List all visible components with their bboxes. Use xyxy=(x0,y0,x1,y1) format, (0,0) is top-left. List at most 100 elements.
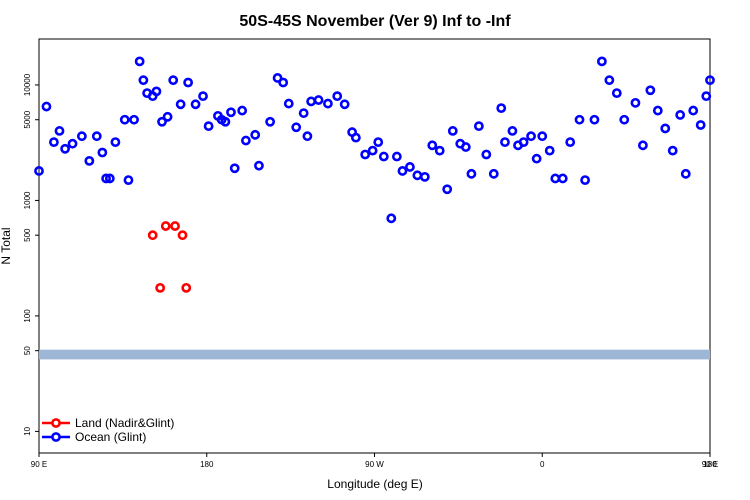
data-point xyxy=(34,166,44,176)
legend-label: Ocean (Glint) xyxy=(75,430,146,444)
data-point xyxy=(151,86,162,97)
data-point xyxy=(291,122,302,133)
data-point xyxy=(378,151,389,162)
data-point xyxy=(49,137,59,147)
x-tick-label: 90 E xyxy=(31,460,47,469)
data-point xyxy=(76,131,87,142)
data-point xyxy=(97,147,108,158)
data-point xyxy=(419,171,430,182)
data-point xyxy=(574,114,585,125)
data-point xyxy=(302,131,313,142)
data-point xyxy=(496,103,507,114)
data-point xyxy=(160,221,171,231)
data-point xyxy=(412,170,423,181)
data-point xyxy=(278,77,289,88)
data-point xyxy=(630,97,641,108)
data-point xyxy=(198,91,208,102)
y-tick-label: 500 xyxy=(23,228,32,242)
data-point xyxy=(41,101,52,112)
data-point xyxy=(229,163,240,174)
plot-frame xyxy=(38,38,711,454)
data-point xyxy=(434,145,445,156)
data-point xyxy=(604,75,615,86)
data-point xyxy=(695,120,706,130)
data-point xyxy=(104,173,115,184)
data-point xyxy=(170,221,180,231)
data-point xyxy=(220,116,231,127)
data-point xyxy=(518,137,529,147)
data-point xyxy=(203,121,214,132)
data-point xyxy=(84,155,95,166)
y-axis: 10 50 100 500 1000 5000 10000 xyxy=(23,73,39,436)
data-point xyxy=(667,145,678,156)
series-land-nadir-glint xyxy=(147,221,192,293)
data-point xyxy=(190,99,201,110)
data-point xyxy=(466,168,477,179)
x-axis-label: Longitude (deg E) xyxy=(327,477,422,491)
data-point xyxy=(391,151,402,162)
data-point xyxy=(162,111,173,122)
chart-title: 50S-45S November (Ver 9) Inf to -Inf xyxy=(239,13,511,30)
data-point xyxy=(67,138,78,149)
y-tick-label: 1000 xyxy=(23,191,32,209)
legend: Land (Nadir&Glint)Ocean (Glint) xyxy=(42,416,174,444)
data-point xyxy=(500,137,510,147)
data-point xyxy=(226,107,236,118)
data-point xyxy=(537,131,548,142)
data-point xyxy=(183,77,194,88)
data-point xyxy=(442,184,453,195)
data-point xyxy=(447,126,458,136)
data-point xyxy=(272,73,283,83)
data-point xyxy=(367,145,378,156)
data-point xyxy=(91,131,102,142)
data-point xyxy=(405,162,415,172)
data-point xyxy=(589,114,600,125)
legend-label: Land (Nadir&Glint) xyxy=(75,416,174,430)
data-point xyxy=(332,91,343,102)
data-point xyxy=(155,282,166,293)
y-axis-label: N Total xyxy=(0,227,13,264)
x-tick-label: 90 E xyxy=(702,460,718,469)
data-point xyxy=(175,99,186,110)
y-tick-label: 10000 xyxy=(23,73,32,96)
data-point xyxy=(619,114,630,125)
data-points xyxy=(34,56,715,293)
data-point xyxy=(129,114,139,125)
data-point xyxy=(645,85,656,96)
y-tick-label: 50 xyxy=(23,346,32,355)
data-point xyxy=(60,143,70,154)
data-point xyxy=(177,230,188,241)
data-point xyxy=(688,105,699,116)
legend-marker xyxy=(51,432,61,442)
data-point xyxy=(526,131,536,142)
data-point xyxy=(705,75,715,86)
data-point xyxy=(550,173,561,184)
data-point xyxy=(473,121,484,132)
data-point xyxy=(283,98,294,109)
data-point xyxy=(110,137,121,147)
data-point xyxy=(507,126,518,136)
data-point xyxy=(168,75,179,86)
data-point xyxy=(611,88,622,99)
data-point xyxy=(157,116,167,127)
x-tick-label: 180 xyxy=(200,460,214,469)
data-point xyxy=(638,140,648,151)
x-tick-label: 0 xyxy=(540,460,545,469)
data-point xyxy=(123,175,134,185)
data-point xyxy=(373,137,384,147)
data-point xyxy=(339,99,350,110)
data-point xyxy=(531,153,542,164)
data-point xyxy=(397,166,408,176)
data-point xyxy=(580,175,591,185)
data-point xyxy=(701,91,712,102)
data-point xyxy=(386,213,397,224)
data-point xyxy=(350,132,361,143)
data-point xyxy=(652,105,663,116)
data-point xyxy=(488,168,499,179)
data-point xyxy=(101,173,111,184)
reference-band xyxy=(39,349,710,360)
data-point xyxy=(481,149,492,160)
data-point xyxy=(138,75,149,86)
y-tick-label: 100 xyxy=(23,309,32,323)
